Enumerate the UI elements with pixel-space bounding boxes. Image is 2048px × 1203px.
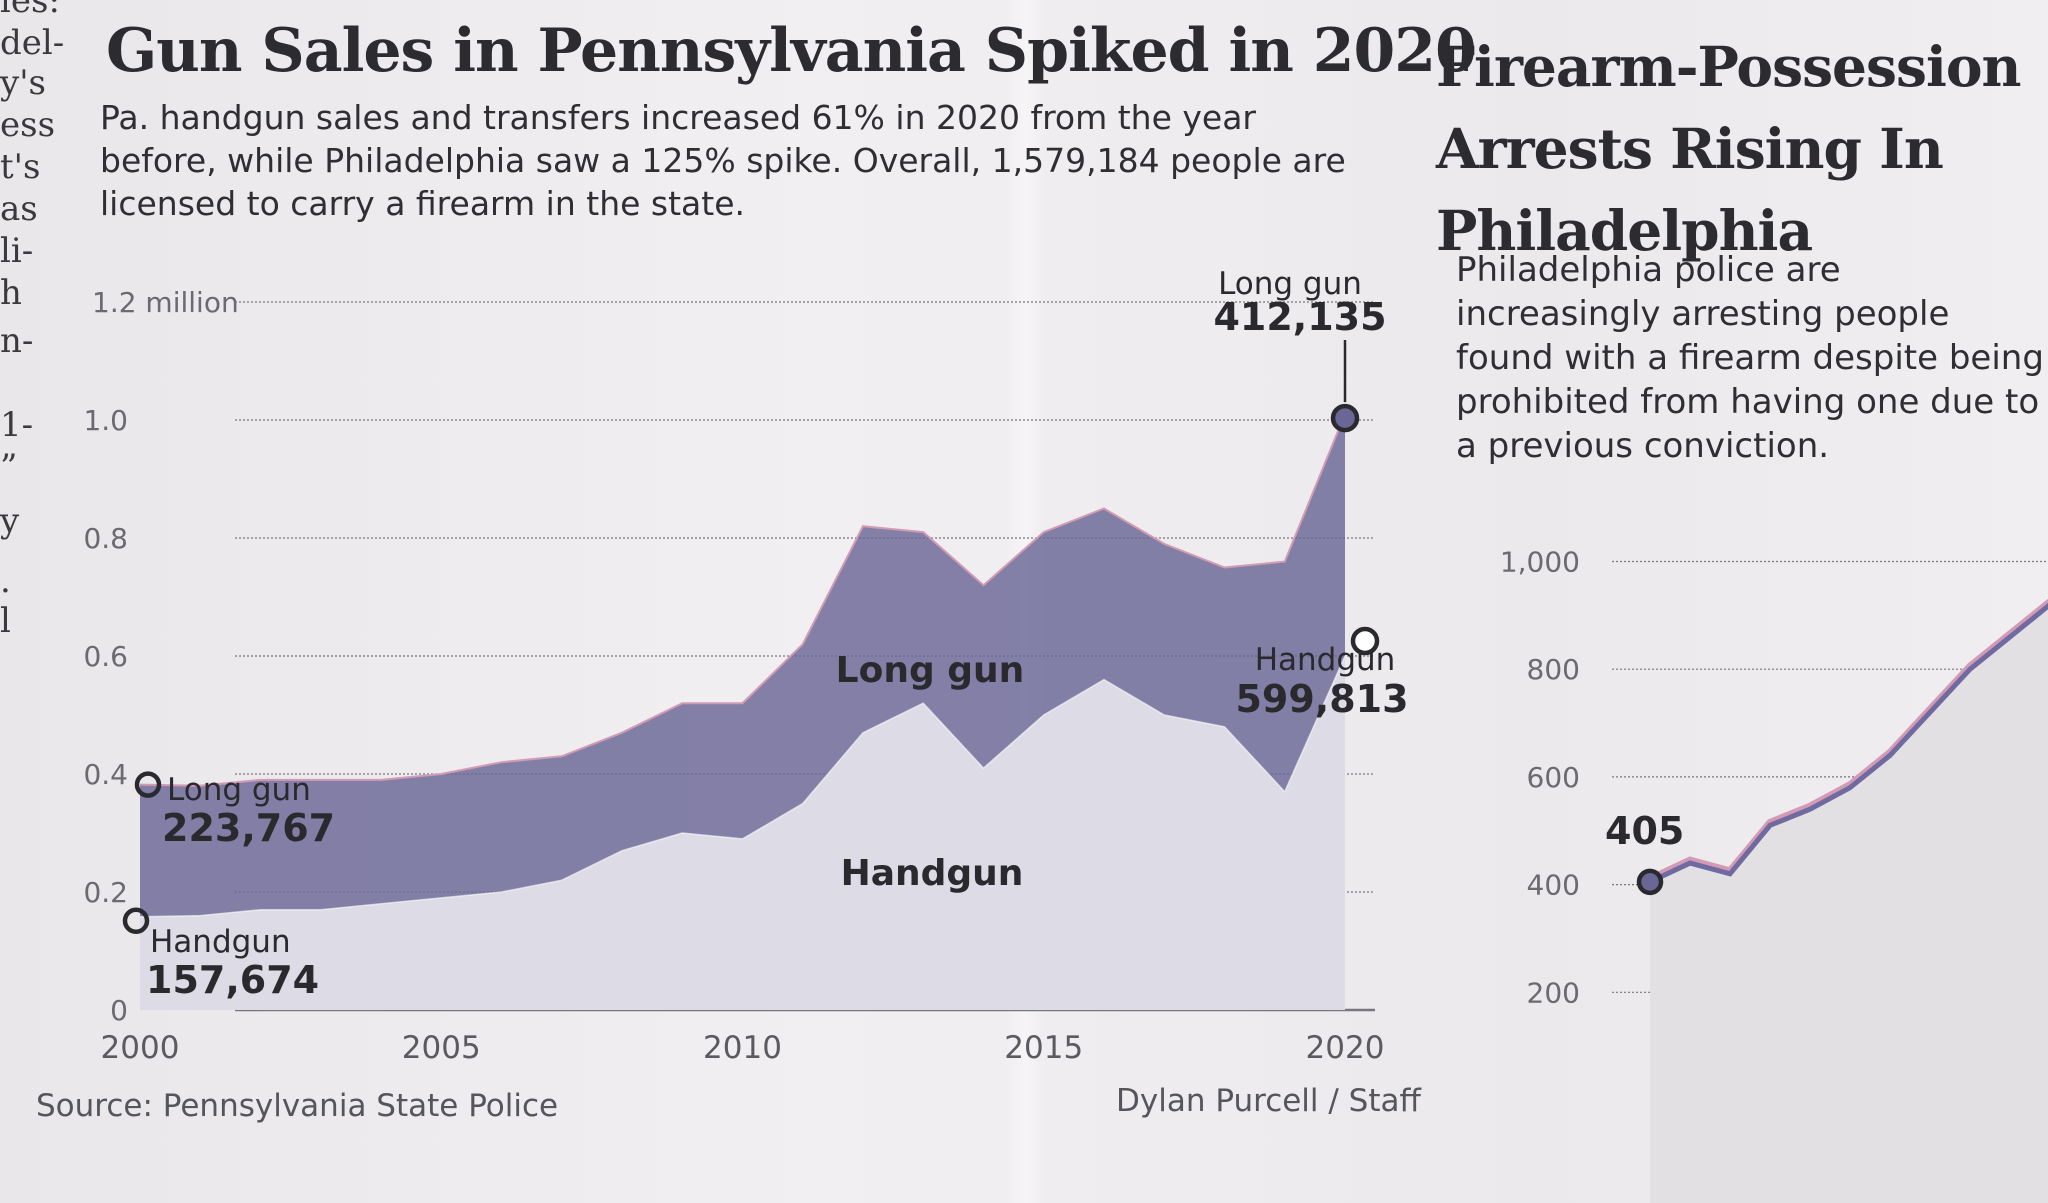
- start-longgun-value: 223,767: [162, 806, 335, 850]
- y-tick-label: 0.8: [83, 522, 128, 555]
- margin-line: ”: [0, 447, 18, 487]
- y-tick-label: 800: [1527, 653, 1580, 686]
- margin-line: del-: [0, 23, 65, 63]
- x-tick-label: 2005: [402, 1030, 481, 1066]
- credit-note: Dylan Purcell / Staff: [1116, 1083, 1421, 1119]
- start-longgun-name: Long gun: [167, 772, 311, 808]
- end-handgun-name: Handgun: [1255, 642, 1396, 678]
- y-tick-label: 1,000: [1500, 546, 1580, 579]
- end-handgun-value: 599,813: [1235, 677, 1408, 721]
- longgun-area-label: Long gun: [836, 650, 1025, 691]
- y-tick-label: 400: [1527, 869, 1580, 902]
- end-handgun-marker: [1350, 626, 1380, 656]
- margin-line: y: [0, 501, 20, 541]
- y-tick-label: 1.2 million: [92, 286, 239, 319]
- x-tick-label: 2010: [703, 1030, 782, 1066]
- arrests-line: [1648, 602, 2048, 885]
- y-tick-label: 0.6: [83, 640, 128, 673]
- start-handgun-marker: [122, 907, 150, 935]
- margin-line: .: [0, 561, 11, 601]
- right-chart-title: Firearm-Possession Arrests Rising In Phi…: [1436, 34, 2022, 263]
- longgun-area: [140, 414, 1345, 917]
- source-note: Source: Pennsylvania State Police: [36, 1088, 559, 1124]
- y-tick-label: 0: [110, 994, 128, 1027]
- end-longgun-value: 412,135: [1213, 295, 1386, 339]
- y-tick-label: 200: [1527, 976, 1580, 1009]
- gun-sales-chart: 0 0.2 0.4 0.6 0.8 1.0 1.2 million 2000 2005 2010 2…: [83, 266, 1408, 1066]
- margin-line: li-: [0, 231, 34, 271]
- margin-line: h: [0, 273, 22, 313]
- arrests-start-marker: [1636, 868, 1664, 896]
- x-tick-label: 2000: [101, 1030, 180, 1066]
- y-tick-label: 1.0: [83, 404, 128, 437]
- y-tick-label: 0.2: [83, 876, 128, 909]
- x-tick-label: 2015: [1004, 1030, 1083, 1066]
- arrests-area: [1650, 606, 2048, 1203]
- margin-line: n-: [0, 321, 34, 361]
- handgun-area: [140, 656, 1345, 1010]
- arrests-start-label: 405: [1605, 809, 1684, 853]
- x-tick-label: 2020: [1306, 1030, 1385, 1066]
- margin-line: les:: [0, 0, 60, 21]
- start-handgun-name: Handgun: [150, 924, 291, 960]
- y-tick-label: 600: [1527, 761, 1580, 794]
- margin-line: 1-: [0, 405, 34, 445]
- margin-line: ess: [0, 105, 56, 145]
- right-chart-description: Philadelphia police are increasingly arr…: [1456, 250, 2044, 466]
- longgun-top-edge: [139, 413, 1346, 787]
- margin-line: as: [0, 189, 38, 229]
- end-longgun-name: Long gun: [1218, 266, 1362, 302]
- start-handgun-value: 157,674: [146, 958, 319, 1002]
- end-longgun-marker: [1330, 403, 1360, 433]
- margin-line: t's: [0, 147, 41, 187]
- start-longgun-marker: [134, 771, 162, 798]
- margin-line: l: [0, 601, 11, 641]
- handgun-top-edge: [139, 655, 1346, 918]
- arrests-chart: 200 400 600 800 1,000 405: [1500, 546, 2048, 1203]
- handgun-area-label: Handgun: [841, 853, 1024, 894]
- main-chart-title: Gun Sales in Pennsylvania Spiked in 2020: [106, 16, 1477, 86]
- y-tick-label: 0.4: [83, 758, 128, 791]
- main-chart-description: Pa. handgun sales and transfers increase…: [100, 98, 1346, 223]
- margin-line: y's: [0, 63, 47, 103]
